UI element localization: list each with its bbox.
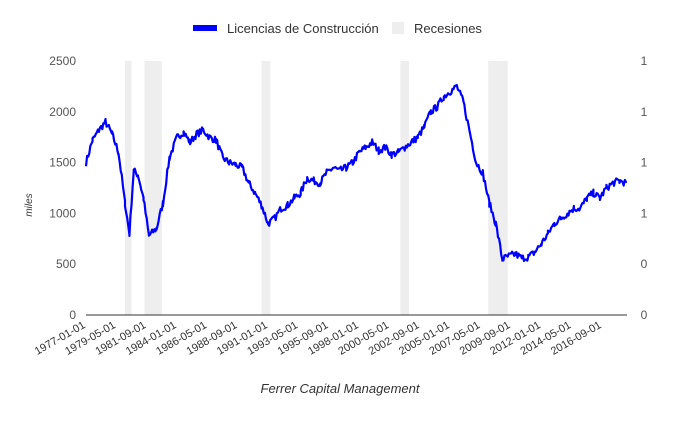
series-line — [84, 83, 627, 263]
y-axis-ticks: 0 500 1000 1500 2000 2500 — [49, 54, 76, 322]
series-layer — [84, 83, 627, 263]
y-tick-label: 1500 — [49, 156, 76, 170]
recession-band — [488, 61, 508, 315]
legend-recession-label: Recesiones — [414, 21, 482, 36]
y-tick-label: 0 — [69, 308, 76, 322]
recession-band — [144, 61, 162, 315]
y2-tick-label: 1 — [641, 105, 648, 119]
y2-tick-label: 0 — [641, 257, 648, 271]
y2-tick-label: 1 — [641, 54, 648, 68]
y-tick-label: 1000 — [49, 206, 76, 220]
legend-recession-swatch — [392, 22, 404, 34]
y-axis-title: miles — [24, 193, 35, 216]
recession-bands — [125, 61, 508, 315]
x-axis-title: Ferrer Capital Management — [261, 381, 421, 396]
legend-series-label: Licencias de Construcción — [227, 21, 379, 36]
x-axis-ticks: 1977-01-011979-05-011981-09-011984-01-01… — [33, 319, 604, 358]
y2-tick-label: 0 — [641, 308, 648, 322]
recession-band — [261, 61, 271, 315]
y2-axis-ticks: 0 0 1 1 1 1 — [641, 54, 648, 322]
y2-tick-label: 1 — [641, 156, 648, 170]
y-tick-label: 2000 — [49, 105, 76, 119]
y-tick-label: 2500 — [49, 54, 76, 68]
legend: Licencias de Construcción Recesiones — [193, 21, 482, 36]
recession-band — [125, 61, 132, 315]
y-tick-label: 500 — [56, 257, 76, 271]
legend-series-swatch — [193, 25, 217, 31]
recession-band — [400, 61, 410, 315]
y2-tick-label: 1 — [641, 206, 648, 220]
